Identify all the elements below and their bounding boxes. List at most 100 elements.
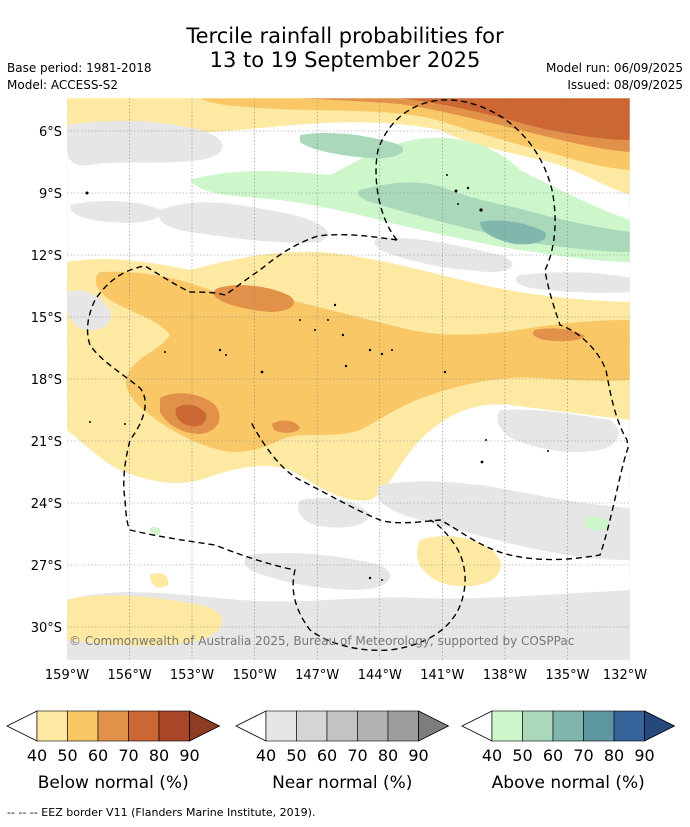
- colorbar-swatch: [36, 710, 68, 742]
- lon-label: 150°W: [233, 668, 277, 683]
- lon-label: 156°W: [108, 668, 152, 683]
- below-normal-region: [213, 285, 294, 312]
- colorbar-arrow-low: [461, 710, 493, 742]
- colorbar-swatch: [552, 710, 584, 742]
- colorbar-tick-label: 40: [482, 746, 502, 765]
- lon-label: 159°W: [45, 668, 89, 683]
- lat-label: 12°S: [31, 249, 62, 264]
- lon-label: 138°W: [483, 668, 527, 683]
- colorbar-swatch: [67, 710, 99, 742]
- near-normal-region: [377, 481, 630, 560]
- colorbar-tick-label: 80: [378, 746, 398, 765]
- below-normal-region: [175, 404, 207, 427]
- colorbar-tick-label: 80: [149, 746, 169, 765]
- lon-label: 144°W: [358, 668, 402, 683]
- near-normal-region: [67, 120, 223, 166]
- colorbar-arrow-low: [235, 710, 267, 742]
- colorbar-tick-label: 60: [317, 746, 337, 765]
- below-normal-region: [272, 420, 300, 433]
- meta-right: Model run: 06/09/2025 Issued: 08/09/2025: [546, 60, 683, 94]
- colorbar-tick-label: 70: [573, 746, 593, 765]
- colorbar-swatch: [387, 710, 419, 742]
- colorbar-tick-label: 40: [256, 746, 276, 765]
- lat-label: 6°S: [39, 125, 62, 140]
- above-normal-region: [585, 516, 610, 531]
- lat-label: 15°S: [31, 311, 62, 326]
- near-normal-region: [497, 409, 619, 452]
- map-frame: [66, 97, 631, 661]
- colorbar-swatch: [326, 710, 358, 742]
- near-normal-region: [515, 272, 630, 293]
- model-name: Model: ACCESS-S2: [7, 78, 119, 92]
- colorbar-tick-label: 90: [408, 746, 428, 765]
- colorbar-arrow-high: [189, 710, 221, 742]
- latitude-labels: 6°S 9°S 12°S 15°S 18°S 21°S 24°S 27°S 30…: [31, 125, 62, 636]
- colorbar-swatch: [583, 710, 615, 742]
- lon-label: 153°W: [170, 668, 214, 683]
- colorbar-swatch: [265, 710, 297, 742]
- colorbar-tick-label: 60: [88, 746, 108, 765]
- colorbar-legends: 40 50 60 70 80 90 Below normal (%) 40 50 60 70 80 90…: [6, 710, 676, 793]
- lon-label: 141°W: [420, 668, 464, 683]
- eez-border-kiribati: [249, 99, 629, 561]
- near-normal-region: [374, 237, 513, 272]
- colorbar-swatch: [158, 710, 190, 742]
- below-normal-region: [416, 536, 501, 587]
- rainfall-probability-field: [67, 98, 630, 660]
- below-normal-region: [67, 595, 223, 646]
- colorbar-tick-label: 70: [118, 746, 138, 765]
- map-credit: © Commonwealth of Australia 2025, Bureau…: [69, 634, 574, 648]
- near-normal-region: [67, 290, 111, 331]
- colorbar-swatch: [128, 710, 160, 742]
- lat-label: 21°S: [31, 435, 62, 450]
- below-normal-region: [150, 573, 169, 588]
- colorbar-arrow-high: [644, 710, 676, 742]
- longitude-labels: 159°W 156°W 153°W 150°W 147°W 144°W 141°…: [45, 668, 647, 683]
- colorbar-above-normal: 40 50 60 70 80 90 Above normal (%): [461, 710, 676, 793]
- colorbar-title: Below normal (%): [38, 773, 189, 793]
- colorbar-tick-label: 50: [512, 746, 532, 765]
- colorbar-swatch: [296, 710, 328, 742]
- colorbar-tick-label: 80: [604, 746, 624, 765]
- map-title-line2: 13 to 19 September 2025: [209, 48, 481, 72]
- lat-label: 27°S: [31, 559, 62, 574]
- colorbar-title: Near normal (%): [272, 773, 412, 793]
- colorbar-below-normal: 40 50 60 70 80 90 Below normal (%): [6, 710, 221, 793]
- above-normal-region: [150, 526, 161, 535]
- lon-label: 132°W: [603, 668, 647, 683]
- below-normal-region: [533, 328, 585, 342]
- map-grid: [67, 98, 630, 660]
- colorbar-tick-label: 60: [543, 746, 563, 765]
- colorbar-swatch: [613, 710, 645, 742]
- eez-footnote: -- -- -- EEZ border V11 (Flanders Marine…: [7, 806, 316, 819]
- lon-label: 147°W: [295, 668, 339, 683]
- near-normal-region: [70, 200, 161, 223]
- above-normal-region: [358, 182, 630, 252]
- lat-label: 9°S: [39, 187, 62, 202]
- colorbar-arrow-high: [418, 710, 450, 742]
- colorbar-tick-label: 50: [57, 746, 77, 765]
- colorbar-tick-label: 90: [179, 746, 199, 765]
- colorbar-swatch: [97, 710, 129, 742]
- islands: [85, 174, 549, 581]
- lat-label: 24°S: [31, 497, 62, 512]
- model-run: Model run: 06/09/2025: [545, 61, 683, 75]
- lat-label: 30°S: [31, 621, 62, 636]
- colorbar-swatch: [357, 710, 389, 742]
- base-period: Base period: 1981-2018: [7, 61, 152, 75]
- eez-border-french-polynesia: [86, 233, 466, 652]
- colorbar-tick-label: 90: [634, 746, 654, 765]
- lon-label: 135°W: [545, 668, 589, 683]
- below-normal-region: [400, 98, 630, 140]
- colorbar-tick-label: 50: [286, 746, 306, 765]
- above-normal-region: [480, 220, 546, 245]
- issued-date: Issued: 08/09/2025: [567, 78, 683, 92]
- map-title: Tercile rainfall probabilities for 13 to…: [0, 24, 690, 72]
- meta-left: Base period: 1981-2018 Model: ACCESS-S2: [7, 60, 152, 94]
- colorbar-tick-label: 70: [347, 746, 367, 765]
- colorbar-swatch: [522, 710, 554, 742]
- eez-borders: [86, 99, 629, 652]
- colorbar-arrow-low: [6, 710, 38, 742]
- near-normal-region: [298, 498, 370, 528]
